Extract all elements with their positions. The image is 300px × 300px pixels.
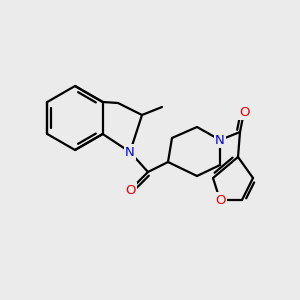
Text: O: O (215, 194, 225, 206)
Text: N: N (125, 146, 135, 158)
Text: O: O (125, 184, 135, 196)
Text: O: O (239, 106, 249, 118)
Text: N: N (215, 134, 225, 146)
